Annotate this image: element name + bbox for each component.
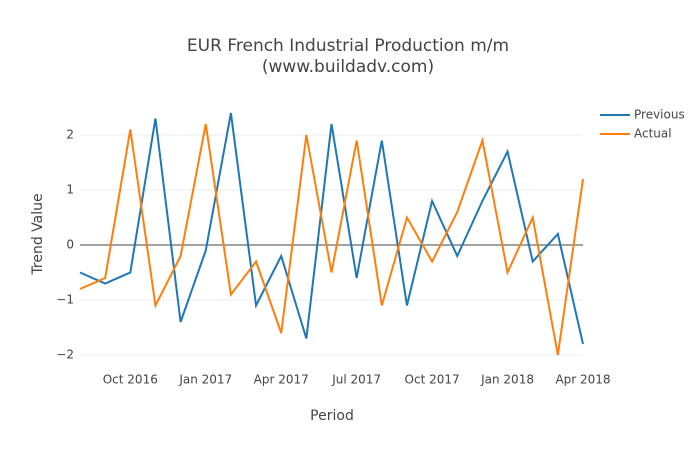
chart-title: EUR French Industrial Production m/m	[187, 36, 509, 56]
x-tick-label: Apr 2017	[254, 373, 309, 387]
chart-subtitle: (www.buildadv.com)	[262, 57, 434, 77]
y-tick-label: 2	[66, 128, 74, 142]
x-tick-label: Jan 2018	[480, 373, 534, 387]
x-axis-label: Period	[310, 408, 354, 424]
line-series	[79, 112, 584, 345]
line-series	[79, 123, 584, 356]
x-tick-label: Apr 2018	[555, 373, 610, 387]
legend-label: Previous	[634, 108, 685, 122]
x-tick-label: Jan 2017	[178, 373, 232, 387]
y-tick-label: −1	[56, 293, 74, 307]
x-tick-label: Oct 2016	[103, 373, 158, 387]
y-tick-label: 0	[66, 238, 74, 252]
y-tick-label: 1	[66, 183, 74, 197]
x-tick-label: Jul 2017	[331, 373, 381, 387]
legend-label: Actual	[634, 127, 672, 141]
x-tick-label: Oct 2017	[405, 373, 460, 387]
y-tick-label: −2	[56, 348, 74, 362]
y-axis-label: Trend Value	[30, 193, 46, 275]
